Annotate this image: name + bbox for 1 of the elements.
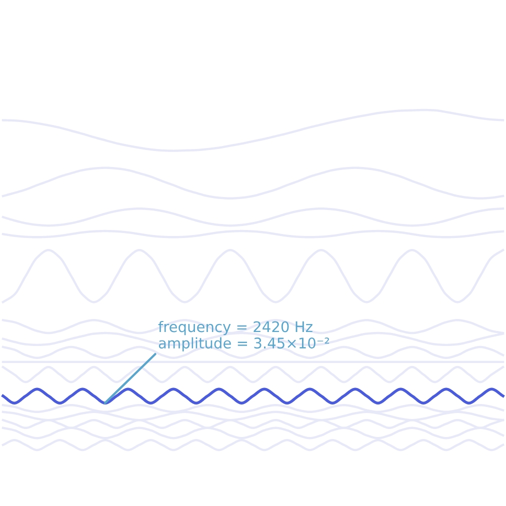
annotation: frequency = 2420 Hz amplitude = 3.45×10⁻² bbox=[158, 320, 330, 352]
